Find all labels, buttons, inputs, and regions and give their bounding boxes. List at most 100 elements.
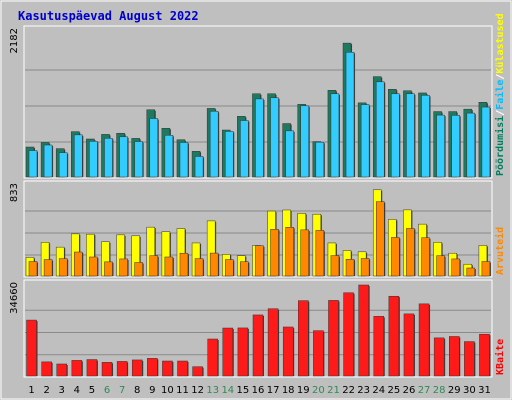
bar-KBaite-17 <box>267 308 279 377</box>
bar-KBaite-11 <box>177 360 188 377</box>
bar-Faile-1 <box>28 150 38 178</box>
bar-Arvuteid-5 <box>89 256 98 277</box>
legend-item: Faile <box>494 80 506 110</box>
bar-Faile-5 <box>89 141 98 178</box>
bar-KBaite-14 <box>222 327 234 377</box>
bar-KBaite-30 <box>464 341 475 377</box>
x-tick-label: 14 <box>221 385 234 396</box>
bar-KBaite-23 <box>358 284 369 377</box>
bar-Arvuteid-8 <box>134 262 143 277</box>
bar-Arvuteid-19 <box>300 229 309 277</box>
x-tick-label: 1 <box>28 385 34 396</box>
bar-Faile-26 <box>406 93 415 178</box>
x-tick-label: 6 <box>104 385 110 396</box>
x-tick-label: 10 <box>161 385 174 396</box>
x-tick-label: 26 <box>403 385 416 396</box>
bar-Arvuteid-2 <box>43 259 53 277</box>
x-tick-label: 7 <box>119 385 125 396</box>
bar-Arvuteid-4 <box>74 251 83 277</box>
bar-Arvuteid-13 <box>209 252 219 277</box>
x-tick-label: 18 <box>282 385 295 396</box>
bar-KBaite-22 <box>343 292 354 377</box>
panel-top <box>23 25 493 179</box>
bar-Arvuteid-22 <box>345 259 355 277</box>
x-tick-label: 12 <box>191 385 204 396</box>
legend-middle: Arvuteid <box>494 227 506 275</box>
bar-Arvuteid-10 <box>164 256 174 277</box>
bar-Faile-22 <box>345 52 355 178</box>
bar-Faile-19 <box>300 105 309 178</box>
x-tick-label: 15 <box>237 385 250 396</box>
bar-Arvuteid-6 <box>104 261 113 277</box>
bar-Faile-13 <box>209 111 219 178</box>
bar-KBaite-19 <box>298 300 309 377</box>
x-tick-label: 2 <box>43 385 49 396</box>
bar-KBaite-8 <box>131 359 143 377</box>
bar-Arvuteid-28 <box>436 255 445 277</box>
legend-item: Arvuteid <box>494 227 506 275</box>
bar-Faile-3 <box>58 152 68 178</box>
bar-KBaite-29 <box>449 336 460 377</box>
x-tick-label: 24 <box>372 385 385 396</box>
bar-Faile-8 <box>134 141 143 178</box>
bar-KBaite-24 <box>373 316 385 377</box>
bar-Arvuteid-15 <box>240 261 249 277</box>
bar-Faile-11 <box>179 142 189 178</box>
bar-Faile-25 <box>391 93 400 178</box>
legend-item: Pöördumisi <box>494 116 506 176</box>
bar-Arvuteid-26 <box>406 228 415 277</box>
bar-KBaite-6 <box>101 362 113 377</box>
bar-KBaite-28 <box>433 337 445 377</box>
bar-Arvuteid-27 <box>421 237 430 277</box>
x-tick-label: 31 <box>478 385 491 396</box>
bar-KBaite-10 <box>162 360 173 377</box>
bar-Faile-10 <box>164 135 174 178</box>
panel-bottom <box>23 279 493 378</box>
bar-Arvuteid-7 <box>119 258 128 277</box>
panel-middle <box>23 180 493 278</box>
ymax-label-top: 2182 <box>9 28 20 53</box>
bar-Faile-4 <box>74 134 83 178</box>
bar-Faile-30 <box>466 112 476 178</box>
bar-Faile-23 <box>360 104 370 178</box>
chart-title: Kasutuspäevad August 2022 <box>18 9 199 23</box>
bar-Faile-6 <box>104 138 113 178</box>
legend-item: / <box>495 110 506 116</box>
bar-KBaite-3 <box>56 363 67 377</box>
bar-Arvuteid-17 <box>270 229 279 277</box>
x-tick-label: 29 <box>448 385 461 396</box>
x-tick-label: 16 <box>252 385 265 396</box>
bar-Faile-7 <box>119 136 128 178</box>
bar-Arvuteid-25 <box>391 237 400 277</box>
x-tick-label: 25 <box>388 385 401 396</box>
bar-Arvuteid-20 <box>315 230 325 277</box>
bar-Faile-29 <box>451 115 460 178</box>
bar-Arvuteid-14 <box>225 259 234 277</box>
bar-Faile-18 <box>285 130 294 178</box>
x-tick-label: 30 <box>463 385 476 396</box>
x-tick-label: 8 <box>134 385 140 396</box>
legend-top: Pöördumisi/Faile/Külastused <box>494 13 506 176</box>
ymax-label-bottom: 34660 <box>9 282 20 314</box>
bar-Arvuteid-31 <box>481 261 491 277</box>
x-tick-label: 21 <box>327 385 340 396</box>
bar-Arvuteid-12 <box>194 258 204 277</box>
bar-Faile-12 <box>194 156 204 178</box>
x-tick-label: 5 <box>89 385 95 396</box>
legend-bottom: KBaite <box>494 339 506 375</box>
bar-Faile-27 <box>421 95 430 178</box>
bar-KBaite-27 <box>418 303 430 377</box>
bar-Arvuteid-23 <box>360 258 370 277</box>
ymax-label-middle: 833 <box>9 183 20 202</box>
bar-Arvuteid-3 <box>58 258 68 277</box>
bar-KBaite-25 <box>388 295 400 377</box>
bar-Arvuteid-30 <box>466 267 476 277</box>
bar-Faile-17 <box>270 97 279 178</box>
bar-Arvuteid-16 <box>255 245 264 277</box>
bar-Faile-15 <box>240 120 249 178</box>
bar-KBaite-16 <box>252 314 264 377</box>
x-tick-label: 19 <box>297 385 310 396</box>
bar-KBaite-4 <box>71 360 83 377</box>
